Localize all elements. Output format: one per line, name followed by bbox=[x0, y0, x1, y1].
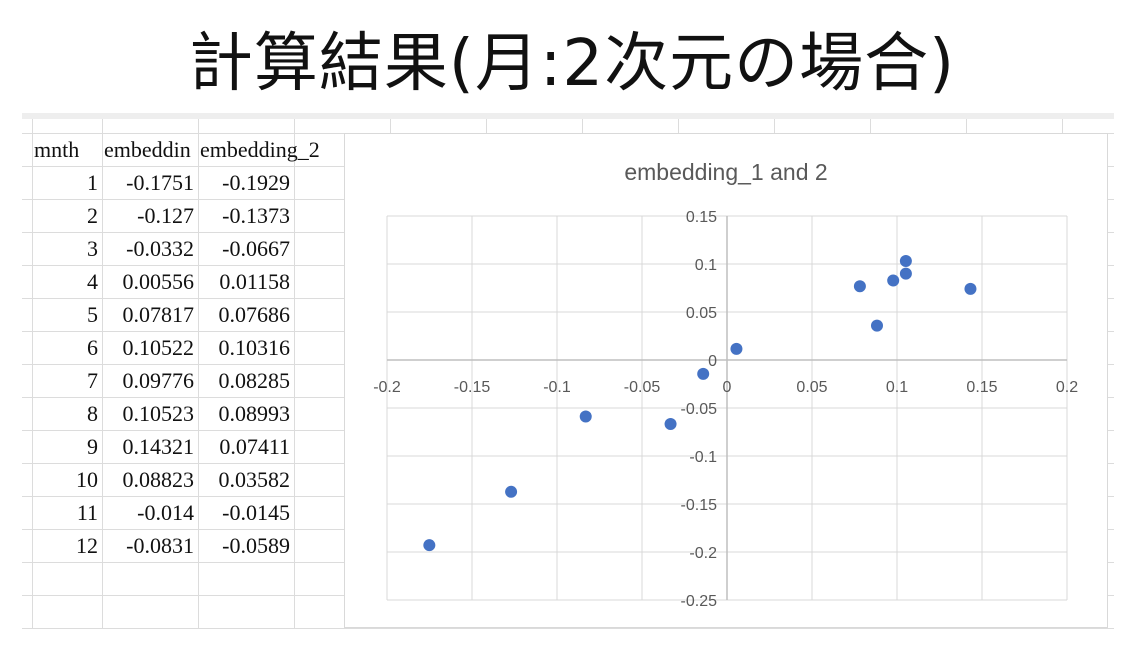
month-cell[interactable]: 4 bbox=[87, 269, 98, 294]
embedding-cell[interactable]: -0.0589 bbox=[222, 533, 290, 558]
header-cell[interactable]: embedding_2 bbox=[200, 137, 320, 162]
embedding-cell[interactable]: 0.08285 bbox=[218, 368, 291, 393]
x-tick-label: -0.05 bbox=[624, 379, 661, 396]
slide-title: 計算結果(月:2次元の場合) bbox=[188, 27, 956, 101]
header-cell[interactable]: embeddin bbox=[104, 137, 191, 162]
x-tick-label: 0.1 bbox=[886, 379, 908, 396]
embedding-cell[interactable]: 0.01158 bbox=[219, 269, 290, 294]
y-tick-label: 0.05 bbox=[686, 305, 717, 322]
embedding-cell[interactable]: -0.1373 bbox=[222, 203, 290, 228]
month-cell[interactable]: 2 bbox=[87, 203, 98, 228]
data-point bbox=[664, 418, 677, 431]
y-tick-label: 0 bbox=[708, 353, 717, 370]
embedding-cell[interactable]: 0.07817 bbox=[122, 302, 195, 327]
data-point bbox=[579, 410, 592, 423]
header-cell[interactable]: mnth bbox=[34, 137, 80, 162]
month-cell[interactable]: 3 bbox=[87, 236, 98, 261]
embedding-cell[interactable]: 0.07686 bbox=[218, 302, 291, 327]
embedding-cell[interactable]: -0.0332 bbox=[126, 236, 194, 261]
x-tick-label: 0 bbox=[723, 379, 732, 396]
y-tick-label: -0.1 bbox=[689, 449, 717, 466]
month-cell[interactable]: 7 bbox=[87, 368, 98, 393]
embedding-cell[interactable]: 0.08993 bbox=[218, 401, 291, 426]
scatter-chart[interactable]: embedding_1 and 2 -0.2 -0.15 -0.1 -0.05 0 0.05… bbox=[344, 133, 1108, 628]
x-tick-label: 0.2 bbox=[1056, 379, 1078, 396]
data-point bbox=[697, 367, 710, 380]
column-gridline bbox=[198, 119, 199, 629]
embedding-cell[interactable]: -0.127 bbox=[137, 203, 194, 228]
row-gridline bbox=[22, 628, 1114, 629]
month-cell[interactable]: 6 bbox=[87, 335, 98, 360]
embedding-cell[interactable]: 0.10316 bbox=[218, 335, 291, 360]
embedding-cell[interactable]: -0.0831 bbox=[126, 533, 194, 558]
x-tick-label: -0.2 bbox=[373, 379, 401, 396]
embedding-cell[interactable]: 0.08823 bbox=[122, 467, 195, 492]
y-tick-label: 0.1 bbox=[695, 257, 717, 274]
y-tick-label: 0.15 bbox=[686, 209, 717, 226]
y-tick-label: -0.2 bbox=[689, 545, 717, 562]
y-tick-label: -0.25 bbox=[681, 593, 718, 610]
x-tick-label: 0.05 bbox=[796, 379, 827, 396]
embedding-cell[interactable]: 0.00556 bbox=[122, 269, 195, 294]
month-cell[interactable]: 5 bbox=[87, 302, 98, 327]
embedding-cell[interactable]: -0.1929 bbox=[222, 170, 290, 195]
data-point bbox=[505, 485, 518, 498]
embedding-cell[interactable]: 0.03582 bbox=[218, 467, 291, 492]
embedding-cell[interactable]: 0.10522 bbox=[122, 335, 195, 360]
column-gridline bbox=[294, 119, 295, 629]
data-point bbox=[853, 280, 866, 293]
embedding-cell[interactable]: -0.014 bbox=[137, 500, 194, 525]
embedding-cell[interactable]: -0.0667 bbox=[222, 236, 290, 261]
data-point bbox=[899, 267, 912, 280]
month-cell[interactable]: 9 bbox=[87, 434, 98, 459]
column-gridline bbox=[102, 119, 103, 629]
column-gridline bbox=[32, 119, 33, 629]
embedding-cell[interactable]: -0.1751 bbox=[126, 170, 194, 195]
embedding-cell[interactable]: -0.0145 bbox=[222, 500, 290, 525]
data-point bbox=[423, 539, 436, 552]
data-point bbox=[870, 319, 883, 332]
embedding-cell[interactable]: 0.09776 bbox=[122, 368, 195, 393]
data-point bbox=[964, 282, 977, 295]
month-cell[interactable]: 1 bbox=[87, 170, 98, 195]
x-tick-label: 0.15 bbox=[966, 379, 997, 396]
data-point bbox=[730, 342, 743, 355]
y-tick-label: -0.05 bbox=[681, 401, 718, 418]
embedding-cell[interactable]: 0.07411 bbox=[219, 434, 290, 459]
month-cell[interactable]: 10 bbox=[76, 467, 98, 492]
y-tick-label: -0.15 bbox=[681, 497, 718, 514]
month-cell[interactable]: 11 bbox=[76, 500, 98, 525]
data-point bbox=[899, 254, 912, 267]
embedding-cell[interactable]: 0.10523 bbox=[122, 401, 195, 426]
chart-svg: embedding_1 and 2 -0.2 -0.15 -0.1 -0.05 0 0.05… bbox=[373, 159, 1078, 610]
month-cell[interactable]: 12 bbox=[76, 533, 98, 558]
x-tick-label: -0.1 bbox=[543, 379, 571, 396]
embedding-cell[interactable]: 0.14321 bbox=[122, 434, 195, 459]
data-point bbox=[887, 274, 900, 287]
chart-title: embedding_1 and 2 bbox=[624, 159, 827, 185]
x-tick-label: -0.15 bbox=[454, 379, 491, 396]
month-cell[interactable]: 8 bbox=[87, 401, 98, 426]
